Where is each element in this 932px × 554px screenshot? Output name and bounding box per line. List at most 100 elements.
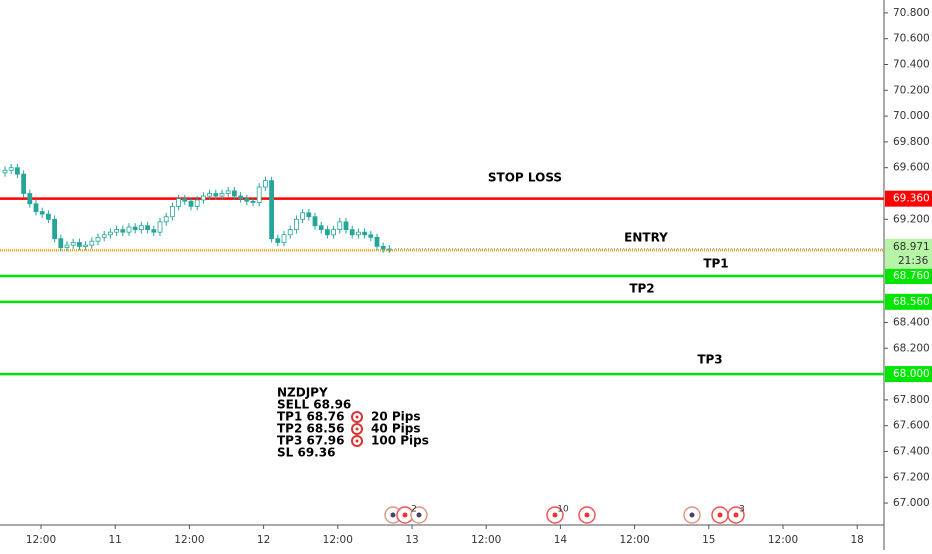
candle-body	[46, 213, 51, 220]
event-count: 10	[557, 505, 569, 515]
candle-body	[275, 238, 281, 243]
candle-body	[219, 193, 225, 197]
candle-body	[182, 198, 188, 202]
note-line: TP2 68.56	[277, 422, 344, 436]
candle-body	[238, 195, 244, 200]
candle-body	[337, 221, 343, 231]
candle-body	[138, 225, 144, 231]
note-pips: 40 Pips	[371, 422, 421, 436]
target-icon-dot	[355, 439, 359, 443]
candle-body	[343, 221, 349, 231]
candle-body	[324, 229, 330, 236]
candle-body	[145, 225, 151, 231]
candle-body	[95, 236, 101, 242]
price-tag	[885, 366, 932, 383]
note-pips: 20 Pips	[371, 410, 421, 424]
current-price-label: 68.971	[893, 241, 930, 253]
note-line: TP1 68.76	[277, 410, 344, 424]
y-tick-label: 69.200	[893, 213, 930, 225]
candle-body	[312, 216, 318, 227]
current-price-tag	[885, 238, 932, 269]
x-tick-label: 12:00	[26, 534, 56, 546]
candle-body	[2, 169, 8, 174]
candle-body	[213, 193, 219, 197]
candle-body	[380, 245, 386, 250]
target-icon-dot	[355, 427, 359, 431]
event-icon-dot	[402, 512, 408, 518]
note-line: SELL 68.96	[277, 398, 351, 412]
y-tick-label: 70.200	[893, 84, 930, 96]
x-tick-label: 14	[554, 534, 568, 546]
candle-body	[188, 200, 194, 207]
price-tag-label: 69.360	[893, 193, 930, 205]
candle-body	[108, 231, 113, 236]
level-label: TP1	[703, 257, 728, 271]
candle-body	[244, 198, 250, 202]
candle-body	[89, 240, 95, 246]
y-tick-label: 67.800	[893, 394, 930, 406]
price-tag	[885, 268, 932, 285]
y-tick-label: 70.400	[893, 58, 930, 70]
y-tick-label: 67.600	[893, 420, 930, 432]
candle-body	[163, 216, 169, 223]
candle-body	[250, 200, 256, 203]
event-icon-dot	[717, 512, 723, 518]
candle-body	[58, 238, 64, 249]
x-tick-label: 12:00	[619, 534, 649, 546]
note-line: NZDJPY	[277, 386, 328, 400]
price-tag-label: 68.760	[893, 270, 930, 282]
candle-body	[225, 190, 231, 194]
event-icon-dot	[733, 512, 739, 518]
candle-body	[386, 248, 392, 251]
level-label: TP3	[697, 353, 722, 367]
candle-body	[151, 229, 157, 233]
candle-body	[39, 211, 45, 215]
candle-body	[126, 226, 132, 233]
candle-body	[114, 229, 119, 233]
y-tick-label: 67.400	[893, 445, 930, 457]
level-label: ENTRY	[624, 231, 668, 245]
y-tick-label: 69.800	[893, 136, 930, 148]
x-tick-label: 15	[702, 534, 715, 546]
x-tick-label: 12:00	[768, 534, 798, 546]
x-tick-label: 11	[109, 534, 122, 546]
candle-body	[256, 186, 262, 203]
x-tick-label: 18	[851, 534, 864, 546]
y-tick-label: 68.200	[893, 342, 930, 354]
candle-body	[27, 193, 33, 205]
candle-body	[362, 231, 368, 236]
candle-body	[14, 167, 20, 175]
candle-body	[293, 218, 299, 231]
level-label: TP2	[629, 282, 654, 296]
y-tick-label: 67.000	[893, 497, 930, 509]
candle-body	[132, 226, 138, 231]
x-tick-label: 12:00	[323, 534, 353, 546]
candle-body	[207, 193, 213, 197]
y-tick-label: 70.600	[893, 33, 930, 45]
event-icon-dot	[390, 512, 396, 518]
y-tick-label: 70.800	[893, 7, 930, 19]
note-line: TP3 67.96	[277, 434, 344, 448]
event-icon-dot	[689, 512, 695, 518]
price-tag-label: 68.000	[893, 368, 930, 380]
candle-body	[231, 190, 237, 197]
candle-body	[318, 225, 324, 231]
candle-body	[21, 173, 27, 194]
note-pips: 100 Pips	[371, 434, 429, 448]
y-tick-label: 67.200	[893, 471, 930, 483]
candle-body	[101, 234, 107, 238]
y-tick-label: 69.600	[893, 162, 930, 174]
candle-body	[269, 180, 275, 240]
candle-body	[8, 167, 14, 171]
event-icon-dot	[552, 512, 558, 518]
event-count: 3	[739, 505, 745, 515]
candle-body	[70, 242, 76, 246]
candle-body	[349, 229, 355, 236]
countdown: 21:36	[898, 255, 929, 267]
candle-body	[331, 229, 337, 236]
y-tick-label: 70.000	[893, 110, 930, 122]
price-tag	[885, 190, 932, 207]
target-icon-dot	[355, 415, 359, 419]
